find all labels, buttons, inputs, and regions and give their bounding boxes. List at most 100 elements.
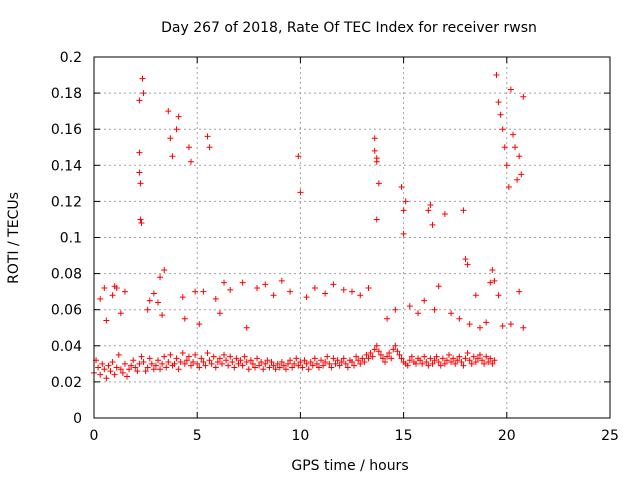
data-point	[148, 360, 155, 367]
data-point	[431, 357, 438, 364]
data-point	[462, 355, 469, 362]
data-point	[280, 362, 287, 369]
data-point	[398, 183, 405, 190]
data-point	[167, 351, 174, 358]
data-point	[518, 171, 525, 178]
data-point	[491, 357, 498, 364]
data-point	[481, 360, 488, 367]
data-point	[134, 368, 141, 375]
data-point	[185, 144, 192, 151]
data-point	[303, 360, 310, 367]
data-point	[95, 364, 102, 371]
data-point	[204, 350, 211, 357]
data-point	[336, 362, 343, 369]
data-point	[173, 126, 180, 133]
data-point	[448, 359, 455, 366]
data-point	[157, 274, 164, 281]
axis-ticks	[93, 56, 611, 419]
data-point	[485, 359, 492, 366]
data-point	[406, 357, 413, 364]
data-point	[514, 176, 521, 183]
data-point	[396, 351, 403, 358]
data-point	[179, 294, 186, 301]
x-tick-label: 15	[395, 428, 413, 444]
data-point	[470, 353, 477, 360]
data-point	[218, 360, 225, 367]
data-point	[270, 362, 277, 369]
data-points	[91, 72, 527, 382]
data-point	[433, 353, 440, 360]
data-point	[126, 366, 133, 373]
data-point	[111, 371, 118, 378]
data-point	[175, 366, 182, 373]
data-point	[185, 353, 192, 360]
data-point	[137, 216, 144, 223]
data-point	[239, 362, 246, 369]
data-point	[476, 324, 483, 331]
data-point	[152, 362, 159, 369]
data-point	[520, 93, 527, 100]
data-point	[150, 290, 157, 297]
data-point	[216, 310, 223, 317]
data-point	[159, 312, 166, 319]
data-point	[509, 131, 516, 138]
data-point	[305, 366, 312, 373]
data-point	[373, 342, 380, 349]
data-point	[334, 357, 341, 364]
data-point	[384, 315, 391, 322]
data-point	[210, 353, 217, 360]
data-point	[270, 292, 277, 299]
data-point	[351, 362, 358, 369]
data-point	[489, 360, 496, 367]
data-point	[460, 207, 467, 214]
data-point	[113, 285, 120, 292]
y-tick-label: 0.1	[60, 231, 82, 247]
data-point	[204, 133, 211, 140]
x-tick-label: 10	[291, 428, 309, 444]
data-point	[183, 357, 190, 364]
data-point	[441, 360, 448, 367]
data-point	[359, 355, 366, 362]
data-point	[507, 321, 514, 328]
data-point	[371, 135, 378, 142]
data-point	[165, 108, 172, 115]
data-point	[99, 360, 106, 367]
data-point	[140, 90, 147, 97]
data-point	[105, 362, 112, 369]
data-point	[103, 375, 110, 382]
data-point	[175, 113, 182, 120]
data-point	[173, 355, 180, 362]
data-point	[487, 279, 494, 286]
data-point	[456, 353, 463, 360]
data-point	[495, 292, 502, 299]
data-point	[196, 321, 203, 328]
data-point	[161, 266, 168, 273]
data-point	[454, 357, 461, 364]
data-point	[375, 348, 382, 355]
y-tick-labels: 0 0.02 0.04 0.06 0.08 0.1 0.12 0.14 0.16 0.18 0.2	[51, 50, 82, 427]
data-point	[512, 144, 519, 151]
data-point	[239, 279, 246, 286]
data-point	[121, 288, 128, 295]
data-point	[419, 360, 426, 367]
data-point	[441, 211, 448, 218]
data-point	[369, 353, 376, 360]
data-point	[435, 283, 442, 290]
y-tick-label: 0.02	[51, 375, 82, 391]
data-point	[353, 353, 360, 360]
y-tick-label: 0	[73, 411, 82, 427]
data-point	[221, 279, 228, 286]
data-point	[225, 362, 232, 369]
data-point	[425, 207, 432, 214]
data-point	[384, 353, 391, 360]
data-point	[363, 351, 370, 358]
y-tick-label: 0.2	[60, 50, 82, 66]
data-point	[365, 355, 372, 362]
data-point	[214, 359, 221, 366]
data-point	[272, 366, 279, 373]
data-point	[136, 149, 143, 156]
data-point	[282, 366, 289, 373]
data-point	[138, 220, 145, 227]
data-point	[154, 299, 161, 306]
